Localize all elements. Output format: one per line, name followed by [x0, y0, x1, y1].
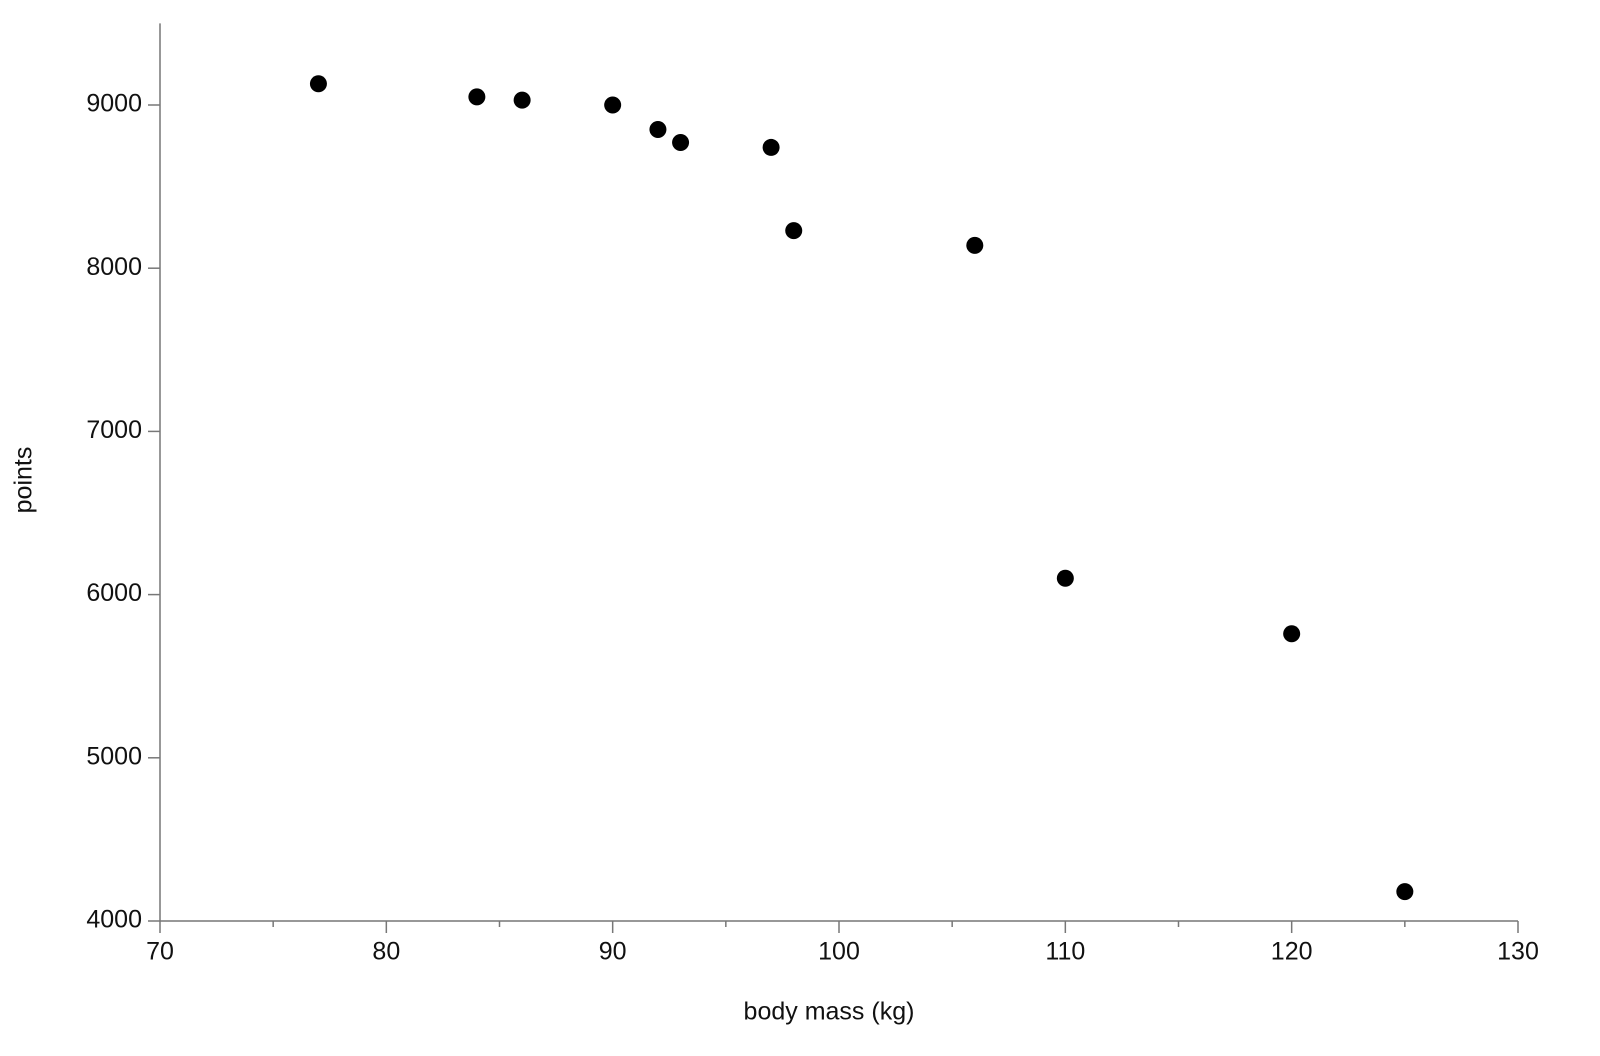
y-tick-label: 5000 — [86, 742, 142, 770]
point — [1283, 625, 1301, 643]
y-tick-label: 8000 — [86, 253, 142, 281]
point — [1056, 569, 1074, 587]
x-tick-label: 80 — [372, 938, 400, 966]
x-tick-label: 70 — [146, 938, 174, 966]
x-tick-label: 130 — [1497, 938, 1539, 966]
x-tick-label: 100 — [818, 938, 860, 966]
point — [785, 222, 803, 240]
x-tick-label: 120 — [1271, 938, 1313, 966]
y-tick-label: 6000 — [86, 579, 142, 607]
point — [604, 96, 622, 114]
point — [672, 134, 690, 152]
point — [966, 236, 984, 254]
y-tick-label: 9000 — [86, 90, 142, 118]
y-tick-label: 4000 — [86, 906, 142, 934]
point — [649, 120, 667, 138]
point — [762, 138, 780, 156]
point — [1396, 883, 1414, 901]
point — [309, 75, 327, 93]
y-axis-label: points — [10, 447, 38, 514]
x-tick-label: 110 — [1045, 938, 1085, 966]
y-tick-label: 7000 — [86, 416, 142, 444]
point — [468, 88, 486, 106]
x-axis-label: body mass (kg) — [744, 998, 915, 1026]
point — [513, 91, 531, 109]
x-tick-label: 90 — [599, 938, 627, 966]
